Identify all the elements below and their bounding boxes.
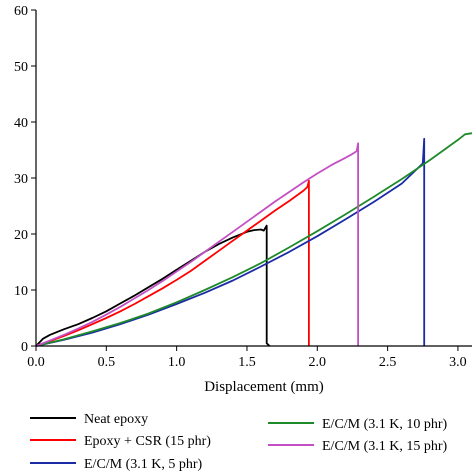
- legend: Neat epoxy Epoxy + CSR (15 phr) E/C/M (3.1…: [30, 412, 448, 472]
- legend-label-1: Neat epoxy: [84, 412, 148, 427]
- x-tick-label: 0.0: [27, 355, 45, 370]
- plot-area: 0.0 0.5 1.0 1.5 2.0 2.5 3.0 0 10 20 30 40 50 60: [14, 4, 473, 370]
- series-line-2: [35, 179, 310, 347]
- x-axis-title: Displacement (mm): [204, 379, 324, 395]
- y-tick-label: 50: [14, 60, 28, 75]
- y-tick-label: 40: [14, 116, 28, 131]
- series-line-4: [35, 132, 473, 347]
- y-tick-label: 20: [14, 228, 28, 243]
- legend-label-5: E/C/M (3.1 K, 15 phr): [322, 439, 448, 454]
- y-axis-ticks: 0 10 20 30 40 50 60: [14, 4, 36, 355]
- x-tick-label: 1.0: [168, 355, 186, 370]
- x-tick-label: 2.0: [309, 355, 327, 370]
- y-tick-label: 60: [14, 4, 28, 19]
- series-lines: [35, 132, 473, 347]
- y-tick-label: 0: [21, 340, 28, 355]
- x-axis-ticks: 0.0 0.5 1.0 1.5 2.0 2.5 3.0: [27, 346, 467, 370]
- x-tick-label: 1.5: [238, 355, 256, 370]
- series-line-3: [35, 137, 426, 347]
- legend-label-2: Epoxy + CSR (15 phr): [84, 434, 211, 449]
- y-tick-label: 30: [14, 172, 28, 187]
- y-tick-label: 10: [14, 284, 28, 299]
- x-tick-label: 2.5: [379, 355, 397, 370]
- x-tick-label: 3.0: [449, 355, 467, 370]
- x-tick-label: 0.5: [98, 355, 116, 370]
- legend-label-4: E/C/M (3.1 K, 10 phr): [322, 417, 448, 432]
- legend-label-3: E/C/M (3.1 K, 5 phr): [84, 457, 203, 472]
- series-line-1: [35, 224, 271, 347]
- series-line-5: [35, 142, 360, 347]
